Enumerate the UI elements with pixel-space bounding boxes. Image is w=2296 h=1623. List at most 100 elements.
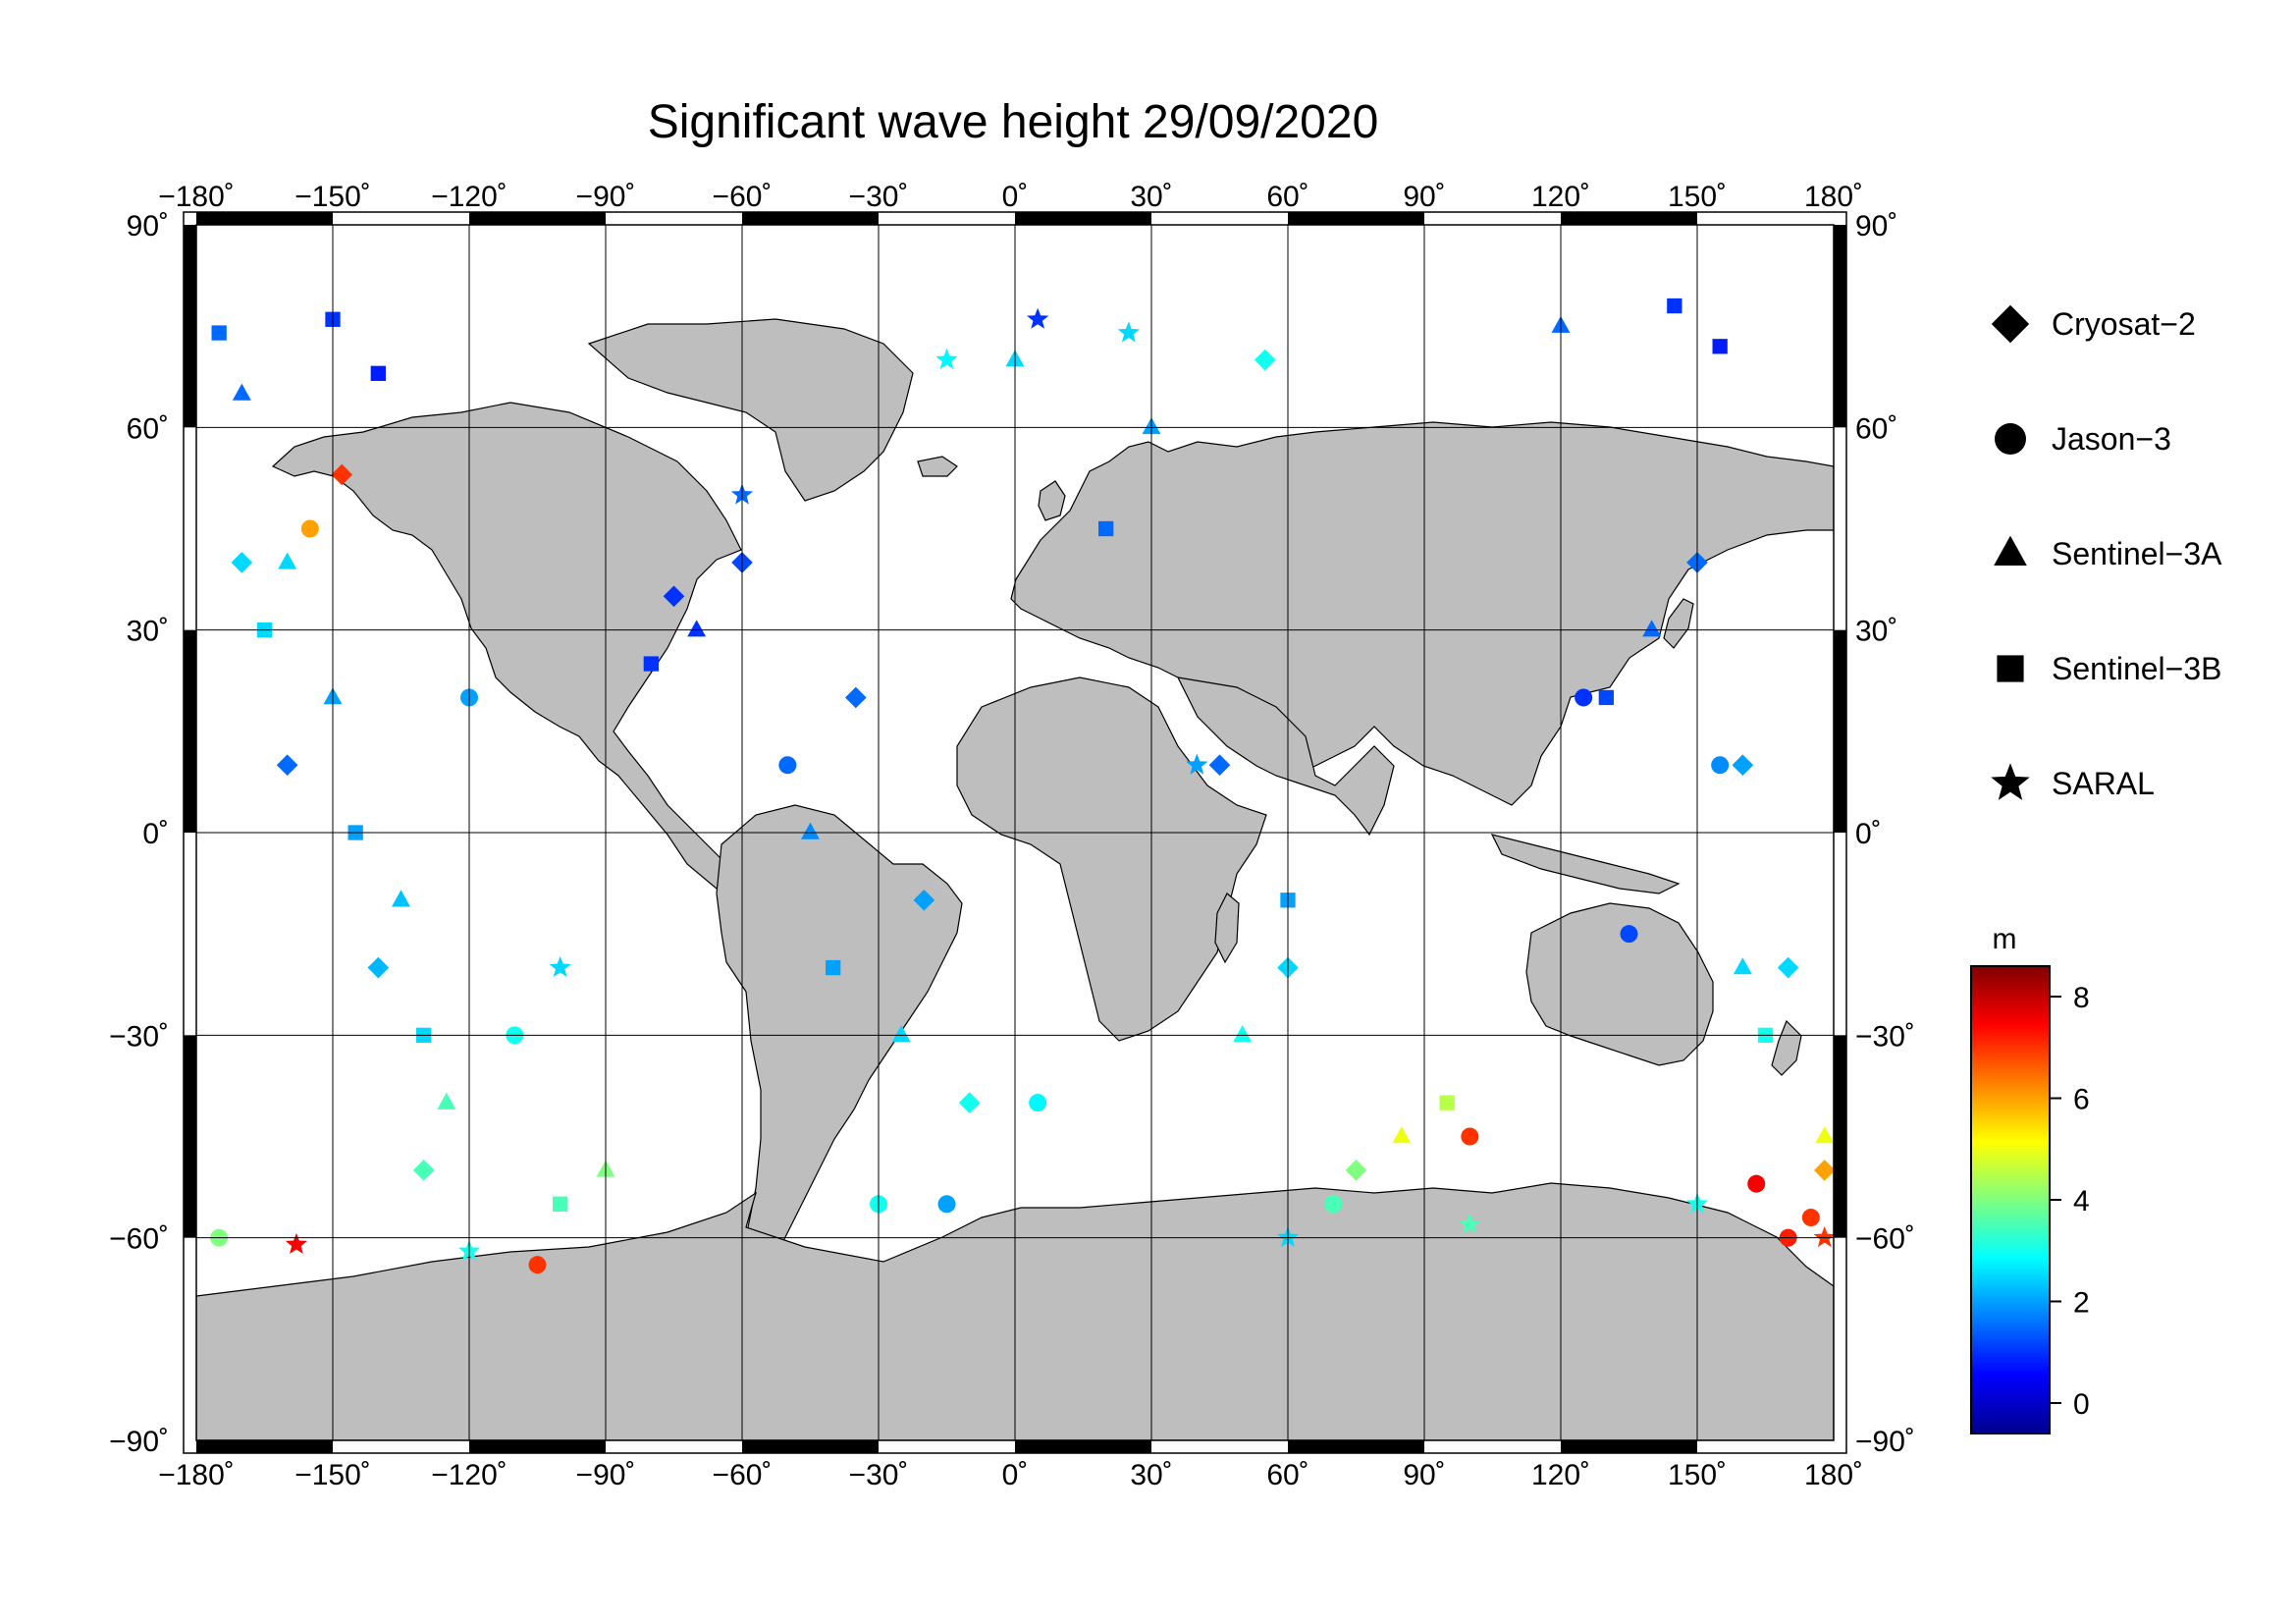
arabia-india-landmass [1176,676,1395,837]
latitude-tick-label: −30˚ [1855,1020,1915,1053]
observation-star [549,955,571,978]
australia-landmass [1525,902,1714,1066]
legend-diamond-marker [1991,304,2030,344]
observation-star [935,348,958,370]
longitude-tick-label: −30˚ [849,181,909,213]
observation-diamond [845,686,867,709]
observation-diamond [1345,1160,1367,1181]
observation-square [1598,689,1614,706]
frame-bar-segment [1288,1440,1424,1453]
latitude-labels-right: 90˚ 60˚ 30˚ 0˚ −30˚ −60˚ −90˚ [1855,210,1915,1458]
legend-label: Sentinel−3B [2052,651,2221,686]
observation-circle [300,519,319,538]
legend-label: Jason−3 [2052,421,2171,457]
longitude-tick-label: 150˚ [1668,181,1727,213]
observation-triangle [278,552,297,569]
map-frame-checker [184,212,1846,1453]
series-triangle [232,315,1834,1177]
colorbar-tick-label: 4 [2073,1185,2090,1217]
latitude-tick-label: 30˚ [1855,616,1897,648]
observation-star [1027,307,1049,329]
observation-triangle [687,620,707,637]
observation-diamond [1255,349,1276,371]
british-isles-landmass [1038,480,1066,521]
observation-diamond [1777,956,1799,979]
colorbar-gradient [1970,965,2051,1434]
legend-label: SARAL [2052,766,2155,801]
observation-triangle [437,1092,456,1109]
observation-square [1712,339,1728,354]
observation-circle [1029,1094,1047,1112]
legend-label: Cryosat−2 [2052,306,2196,342]
longitude-tick-label: −180˚ [158,1459,235,1491]
observation-star [1813,1225,1834,1248]
latitude-tick-label: −90˚ [109,1426,169,1458]
observation-star [1186,753,1208,775]
longitude-tick-label: −120˚ [431,1459,507,1491]
observation-diamond [412,1160,435,1181]
longitude-tick-label: −30˚ [849,1459,909,1491]
latitude-tick-label: −30˚ [109,1020,169,1053]
colorbar-unit: m [1993,923,2017,955]
observation-circle [937,1195,956,1214]
observation-diamond [367,956,390,979]
new-zealand-landmass [1771,1019,1802,1076]
observation-triangle [1815,1126,1834,1144]
colorbar-ticks: 0 2 4 6 8 [2050,982,2090,1421]
observation-diamond [1208,754,1231,777]
observation-diamond [913,889,935,911]
observation-diamond [331,463,353,486]
longitude-labels-top: −180˚ −150˚ −120˚ −90˚ −60˚ −30˚ 0˚ 30˚ 60˚ 90˚ 12… [158,181,1863,213]
observation-circle [1620,925,1638,944]
longitude-tick-label: −180˚ [158,181,235,213]
latitude-labels-left: 90˚ 60˚ 30˚ 0˚ −30˚ −60˚ −90˚ [109,210,169,1458]
frame-bar-segment [184,629,196,833]
observation-diamond [958,1092,981,1113]
observation-diamond [663,585,685,608]
africa-landmass [956,676,1267,1042]
observation-triangle [801,822,820,839]
frame-bar-segment [469,212,606,225]
observation-triangle [232,383,251,401]
legend-star-marker [1991,763,2030,800]
series-circle [210,519,1820,1274]
legend-circle-marker [1995,423,2026,455]
latitude-tick-label: 60˚ [1855,412,1897,445]
japan-landmass [1663,598,1694,649]
observation-circle [1711,756,1730,775]
frame-bar-segment [742,1440,879,1453]
frame-bar-segment [1834,629,1846,833]
observation-square [211,325,227,341]
observation-square [370,365,386,381]
longitude-tick-label: 0˚ [1002,181,1029,213]
longitude-tick-label: 120˚ [1531,181,1590,213]
observation-triangle [891,1024,911,1043]
frame-bar-segment [469,1440,606,1453]
frame-bar-segment [196,1440,333,1453]
observation-square [1439,1095,1455,1110]
longitude-tick-label: 60˚ [1266,181,1308,213]
map-area [183,211,1847,1454]
colorbar-tick-label: 0 [2073,1388,2090,1421]
longitude-tick-label: −150˚ [294,181,371,213]
latitude-tick-label: 60˚ [127,412,169,445]
latitude-tick-label: 90˚ [1855,210,1897,243]
satellite-tracks [210,298,1834,1274]
observation-square [826,959,841,976]
longitude-tick-label: 60˚ [1266,1459,1308,1491]
longitude-tick-label: 150˚ [1668,1459,1727,1491]
longitude-tick-label: −60˚ [713,1459,773,1491]
observation-diamond [1813,1160,1834,1181]
observation-diamond [231,552,253,573]
frame-bar-segment [184,1035,196,1238]
chart-title: Significant wave height 29/09/2020 [648,96,1379,148]
greenland-landmass [587,318,914,502]
longitude-labels-bottom: −180˚ −150˚ −120˚ −90˚ −60˚ −30˚ 0˚ 30˚ 60˚ 90˚ 12… [158,1459,1863,1491]
observation-triangle [1733,957,1752,975]
colorbar: m 0 2 4 6 8 [1970,923,2090,1434]
longitude-tick-label: 180˚ [1804,181,1863,213]
frame-bar-segment [1561,1440,1697,1453]
latitude-tick-label: −90˚ [1855,1426,1915,1458]
latitude-tick-label: 30˚ [127,616,169,648]
